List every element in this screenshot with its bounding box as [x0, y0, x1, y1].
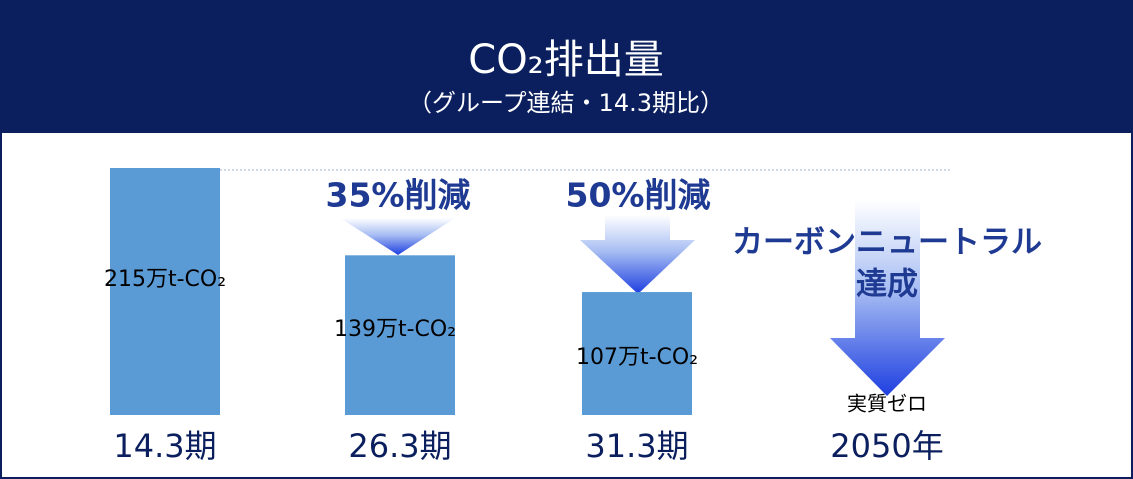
arrow [580, 215, 695, 294]
arrow [340, 218, 455, 255]
bar [110, 168, 220, 415]
data-label: 139万t-CO₂ [334, 317, 456, 342]
x-tick-label: 14.3期 [113, 427, 216, 465]
header [0, 0, 1133, 133]
x-tick-label: 26.3期 [348, 427, 451, 465]
chart-subtitle: （グループ連結・14.3期比） [408, 89, 724, 117]
annotation: 35%削減 [326, 176, 471, 215]
chart-title: CO₂排出量 [468, 37, 663, 83]
bar [345, 255, 455, 415]
bar [582, 292, 692, 415]
arrow [830, 200, 945, 396]
annotation: 達成 [856, 267, 918, 303]
x-tick-label: 2050年 [830, 427, 943, 465]
annotation: カーボンニュートラル [732, 225, 1042, 261]
x-tick-label: 31.3期 [585, 427, 688, 465]
data-label: 107万t-CO₂ [576, 345, 698, 370]
data-label: 215万t-CO₂ [104, 267, 226, 292]
data-label: 実質ゼロ [847, 392, 927, 416]
annotation: 50%削減 [566, 176, 711, 215]
